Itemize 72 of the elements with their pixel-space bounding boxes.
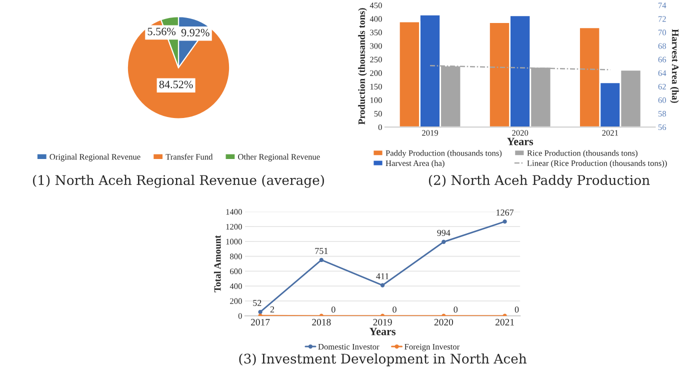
y2-axis-title: Harvest Area (ha) (670, 29, 679, 103)
legend-label: Harvest Area (ha) (386, 160, 444, 168)
x-tick-label: 2019 (373, 318, 392, 326)
point (502, 220, 507, 224)
y-tick-label: 1200 (226, 224, 242, 230)
x-tick-label: 2020 (434, 318, 454, 326)
legend-label: Other Regional Revenue (238, 154, 320, 162)
data-label: 9.92% (181, 28, 210, 36)
data-label: 0 (331, 306, 336, 313)
point (319, 258, 324, 262)
point (442, 240, 446, 244)
y-tick-label: 100 (370, 97, 382, 103)
y-tick-label: 400 (370, 16, 382, 22)
y-tick-label: 350 (370, 30, 382, 36)
y-tick-label: 250 (370, 56, 382, 62)
data-label: 84.52% (159, 80, 193, 88)
data-label: 0 (392, 306, 396, 313)
legend-label: Original Regional Revenue (50, 154, 140, 162)
y2-tick-label: 60 (658, 97, 666, 103)
y2-tick-label: 62 (658, 84, 666, 90)
legend-label: Domestic Investor (318, 344, 380, 350)
y-tick-label: 800 (230, 254, 242, 260)
y2-tick-label: 66 (658, 56, 666, 62)
y2-tick-label: 64 (658, 70, 666, 76)
y-tick-label: 400 (230, 283, 242, 290)
text: (3) Investment Development in North Aceh (239, 353, 527, 366)
x-axis-title: Years (507, 138, 534, 146)
legend-label: Foreign Investor (404, 344, 460, 352)
text: (2) North Aceh Paddy Production (428, 174, 650, 188)
y-tick-label: 300 (370, 43, 382, 49)
y-axis-title: Total Amount (214, 235, 221, 292)
data-label: 5.56% (148, 28, 176, 36)
x-tick-label: 2017 (250, 318, 270, 326)
legend-label: Linear (Rice Production (thousands tons)) (527, 160, 667, 168)
legend-label: Paddy Production (thousands tons) (386, 150, 502, 158)
data-label: 411 (376, 273, 389, 280)
y-tick-label: 1000 (226, 238, 242, 244)
point (380, 283, 385, 288)
legend-label: Rice Production (thousands tons) (527, 150, 638, 158)
y-tick-label: 150 (370, 84, 382, 90)
y-tick-label: 0 (238, 313, 242, 319)
text: (1) North Aceh Regional Revenue (average) (33, 174, 324, 188)
data-label: 0 (514, 306, 519, 313)
y2-tick-label: 56 (658, 124, 666, 130)
data-label: 0 (454, 306, 458, 313)
x-tick-label: 2020 (512, 130, 528, 136)
data-label: 994 (437, 230, 450, 236)
y2-tick-label: 68 (658, 43, 666, 49)
y-axis-title: Production (thousands tons) (358, 8, 367, 125)
data-label: 1267 (496, 210, 514, 216)
y2-tick-label: 58 (658, 110, 666, 117)
y-tick-label: 200 (230, 298, 242, 304)
x-axis-title: Years (369, 328, 396, 336)
y-tick-label: 600 (230, 268, 242, 274)
legend-label: Transfer Fund (166, 154, 213, 160)
x-tick-label: 2021 (496, 318, 514, 326)
y2-tick-label: 74 (658, 2, 666, 8)
x-tick-label: 2018 (312, 318, 331, 326)
y-tick-label: 0 (378, 124, 382, 130)
x-tick-label: 2021 (602, 130, 618, 136)
x-tick-label: 2019 (422, 130, 438, 136)
pie-slice (126, 19, 230, 120)
y2-tick-label: 72 (658, 16, 666, 22)
data-label: 52 (253, 300, 262, 306)
y-tick-label: 1400 (226, 209, 242, 215)
data-label: 751 (315, 248, 328, 254)
y-tick-label: 50 (374, 110, 382, 117)
y2-tick-label: 70 (658, 30, 666, 36)
point (258, 310, 262, 314)
y-tick-label: 450 (370, 2, 382, 8)
data-label: 2 (270, 306, 274, 312)
y-tick-label: 200 (370, 70, 382, 76)
